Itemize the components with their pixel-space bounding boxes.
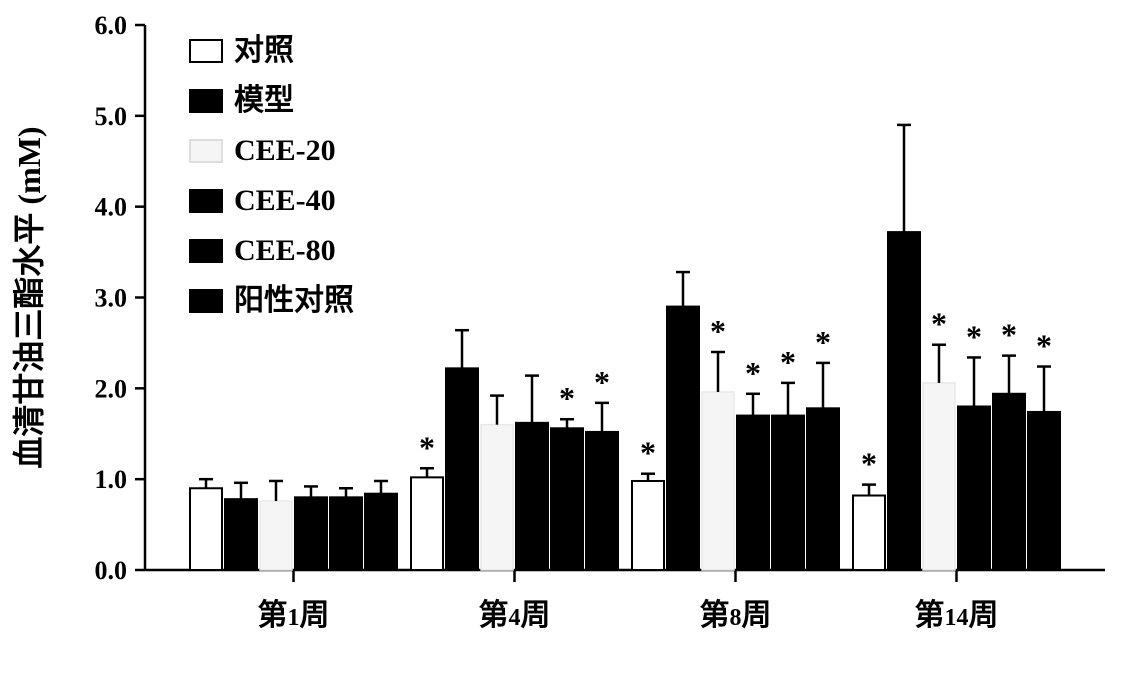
y-ticks: 0.0 1.0 2.0 3.0 4.0 5.0 6.0 (95, 11, 146, 585)
bar-cee80 (551, 428, 583, 570)
legend-label: 对照 (234, 34, 294, 67)
bar-ctrl (190, 488, 222, 570)
bar-model (446, 368, 478, 570)
x-category-label: 第4周 (479, 598, 551, 632)
y-tick-label: 2.0 (95, 374, 128, 403)
y-tick-label: 4.0 (95, 193, 128, 222)
y-tick-label: 3.0 (95, 284, 128, 313)
significance-star: * (780, 344, 796, 380)
bar-cee40 (958, 407, 990, 571)
bar-model (667, 307, 699, 570)
x-category-label: 第8周 (700, 598, 772, 632)
bar-cee80 (993, 394, 1025, 570)
legend-label: CEE-20 (234, 134, 336, 167)
significance-star: * (931, 306, 947, 342)
bar-ctrl (632, 481, 664, 570)
significance-star: * (1036, 328, 1052, 364)
chart-container: 第1周 第4周 第8周 第14周 0.0 1.0 2.0 3.0 4.0 5.0 6.0 血清甘油三酯… (0, 0, 1123, 691)
bar-ctrl (853, 496, 885, 570)
legend-label: CEE-80 (234, 234, 336, 267)
bar-cee20 (481, 425, 513, 570)
significance-star: * (745, 355, 761, 391)
bar-pos (365, 494, 397, 570)
legend-swatch-cee40 (190, 190, 222, 212)
bar-cee20 (702, 392, 734, 570)
legend-swatch-pos (190, 290, 222, 312)
bar-cee40 (516, 423, 548, 570)
legend-label: CEE-40 (234, 184, 336, 217)
bar-cee20 (923, 383, 955, 570)
bar-cee20 (260, 501, 292, 570)
significance-star: * (594, 364, 610, 400)
significance-star: * (559, 380, 575, 416)
bar-cee40 (295, 497, 327, 570)
significance-star: * (966, 318, 982, 354)
bar-cee40 (737, 416, 769, 570)
legend-swatch-ctrl (190, 40, 222, 62)
legend-swatch-model (190, 90, 222, 112)
y-axis-label: 血清甘油三酯水平 (mM) (11, 126, 47, 468)
x-category-label: 第14周 (915, 598, 999, 632)
bar-model (888, 232, 920, 570)
legend-swatch-cee80 (190, 240, 222, 262)
legend-label: 阳性对照 (234, 284, 354, 317)
bar-pos (1028, 412, 1060, 570)
bar-pos (586, 432, 618, 570)
bars-layer (190, 232, 1060, 570)
significance-star: * (419, 429, 435, 465)
legend: 对照模型 CEE-20 CEE-40 CEE-80 阳性对照 (190, 34, 354, 317)
x-category-label: 第1周 (258, 598, 330, 632)
significance-star: * (815, 324, 831, 360)
significance-star: * (861, 446, 877, 482)
y-tick-label: 0.0 (95, 556, 128, 585)
significance-star: * (710, 313, 726, 349)
significance-star: * (640, 435, 656, 471)
bar-pos (807, 408, 839, 570)
bar-cee80 (330, 497, 362, 570)
legend-swatch-cee20 (190, 140, 222, 162)
bar-ctrl (411, 477, 443, 570)
y-tick-label: 6.0 (95, 11, 128, 40)
bar-cee80 (772, 416, 804, 570)
significance-star: * (1001, 317, 1017, 353)
triglyceride-grouped-bar-chart: 第1周 第4周 第8周 第14周 0.0 1.0 2.0 3.0 4.0 5.0 6.0 血清甘油三酯… (0, 0, 1123, 691)
legend-label: 模型 (234, 84, 294, 117)
bar-model (225, 499, 257, 570)
y-tick-label: 5.0 (95, 102, 128, 131)
y-tick-label: 1.0 (95, 465, 128, 494)
